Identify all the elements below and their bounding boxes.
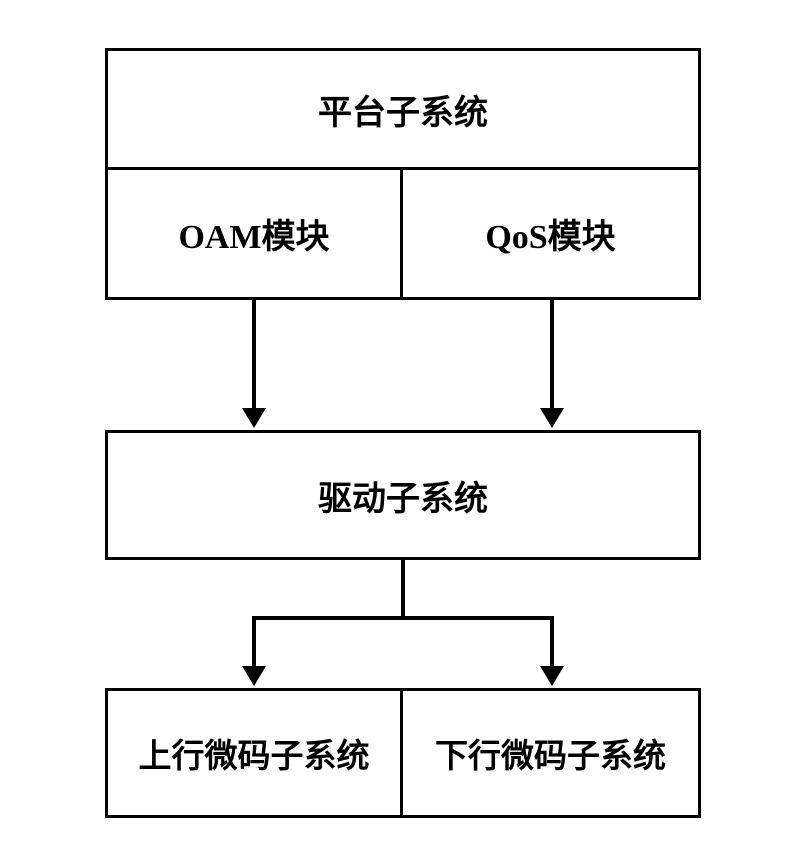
fork-right-head	[540, 666, 564, 686]
arrow-qos-driver-line	[550, 300, 554, 412]
arrow-qos-driver-head	[540, 408, 564, 428]
fork-left-head	[242, 666, 266, 686]
label-oam: OAM模块	[178, 209, 329, 258]
label-uplink: 上行微码子系统	[139, 729, 370, 777]
fork-stem	[401, 560, 405, 618]
box-uplink: 上行微码子系统	[105, 688, 403, 818]
fork-bar	[252, 616, 554, 620]
box-downlink: 下行微码子系统	[400, 688, 701, 818]
box-driver: 驱动子系统	[105, 430, 701, 560]
fork-left-line	[252, 616, 256, 670]
fork-right-line	[550, 616, 554, 670]
label-downlink: 下行微码子系统	[435, 729, 666, 777]
diagram-canvas: 平台子系统 OAM模块 QoS模块 驱动子系统 上行微码子系统 下行微码子系统	[0, 0, 800, 842]
arrow-oam-driver-line	[252, 300, 256, 412]
box-platform: 平台子系统	[105, 48, 701, 170]
box-oam: OAM模块	[105, 167, 403, 300]
label-qos: QoS模块	[485, 209, 615, 258]
label-platform: 平台子系统	[318, 85, 488, 134]
arrow-oam-driver-head	[242, 408, 266, 428]
box-qos: QoS模块	[400, 167, 701, 300]
label-driver: 驱动子系统	[318, 471, 488, 520]
